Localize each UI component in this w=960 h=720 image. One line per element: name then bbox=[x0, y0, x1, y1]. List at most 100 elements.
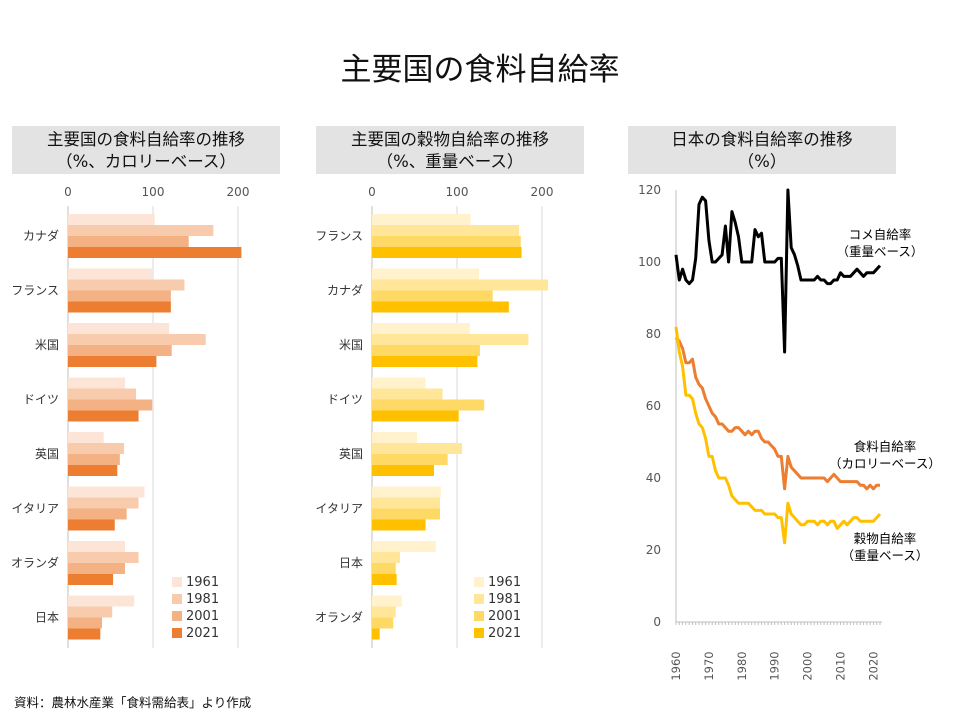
japan-y-tick-label: 20 bbox=[646, 543, 661, 557]
grain-legend-swatch bbox=[474, 611, 484, 621]
calorie-bar bbox=[68, 268, 153, 280]
calorie-bar bbox=[68, 399, 153, 411]
calorie-chart-title: 主要国の食料自給率の推移 （%、カロリーベース） bbox=[12, 126, 280, 174]
calorie-bar bbox=[68, 410, 139, 422]
calorie-bar bbox=[68, 563, 125, 574]
grain-bar bbox=[372, 345, 480, 356]
japan-series-label-sub: （重量ベース） bbox=[837, 244, 924, 259]
calorie-bar bbox=[68, 552, 139, 563]
calorie-bar bbox=[68, 541, 125, 552]
japan-series-label-sub: （重量ベース） bbox=[842, 548, 929, 563]
japan-series-line bbox=[674, 188, 882, 354]
calorie-bar bbox=[68, 486, 145, 498]
grain-tick-label: 200 bbox=[531, 185, 554, 199]
calorie-chart-title-line1: 主要国の食料自給率の推移 bbox=[47, 130, 245, 149]
grain-bar bbox=[372, 465, 435, 476]
grain-legend-label: 2021 bbox=[488, 626, 521, 641]
calorie-bar bbox=[68, 214, 155, 225]
grain-bar bbox=[372, 323, 470, 334]
calorie-legend-label: 1961 bbox=[186, 575, 219, 590]
calorie-bar bbox=[68, 595, 135, 607]
calorie-bar bbox=[68, 465, 118, 476]
grain-category-label: フランス bbox=[315, 229, 363, 243]
calorie-legend-swatch bbox=[172, 577, 182, 587]
grain-bar bbox=[372, 563, 396, 574]
grain-category-label: ドイツ bbox=[327, 393, 363, 407]
grain-bar bbox=[372, 301, 509, 313]
calorie-category-label: カナダ bbox=[23, 228, 59, 243]
calorie-legend-label: 2021 bbox=[186, 626, 219, 641]
grain-category-label: オランダ bbox=[315, 610, 363, 625]
grain-bar bbox=[372, 606, 396, 618]
japan-x-tick-label: 1970 bbox=[702, 651, 716, 680]
calorie-bar bbox=[68, 519, 115, 531]
grain-bar bbox=[372, 595, 402, 607]
grain-bar bbox=[372, 628, 380, 640]
grain-chart-title-line2: （%、重量ベース） bbox=[376, 152, 524, 171]
source-note: 資料：農林水産業「食料需給表」より作成 bbox=[14, 695, 252, 710]
calorie-bar bbox=[68, 443, 125, 454]
calorie-category-label: 米国 bbox=[35, 338, 59, 352]
calorie-bar bbox=[68, 356, 157, 367]
grain-legend-swatch bbox=[474, 628, 484, 638]
grain-bar bbox=[372, 574, 397, 585]
japan-series-label-sub: （カロリーベース） bbox=[829, 456, 941, 471]
grain-bar bbox=[372, 497, 440, 509]
calorie-bar bbox=[68, 508, 127, 520]
calorie-bar bbox=[68, 574, 114, 585]
grain-bar bbox=[372, 454, 448, 465]
grain-bar bbox=[372, 377, 426, 389]
japan-chart-title-line1: 日本の食料自給率の推移 bbox=[671, 130, 853, 149]
japan-series-label: 食料自給率 bbox=[854, 439, 917, 454]
calorie-bar bbox=[68, 225, 214, 236]
japan-x-tick-label: 2000 bbox=[801, 651, 815, 680]
calorie-bar bbox=[68, 454, 120, 465]
grain-bar bbox=[372, 290, 493, 302]
grain-bar bbox=[372, 268, 480, 280]
japan-x-tick-label: 2010 bbox=[834, 651, 848, 680]
japan-y-tick-label: 40 bbox=[646, 471, 661, 485]
calorie-bar bbox=[68, 377, 125, 389]
calorie-legend-swatch bbox=[172, 611, 182, 621]
grain-category-label: イタリア bbox=[315, 502, 363, 516]
japan-line-chart: 0 20 40 60 80 100 120 1960 1970 1980 1990 2000 2010 2… bbox=[638, 183, 941, 681]
calorie-bar bbox=[68, 617, 102, 629]
calorie-chart-title-line2: （%、カロリーベース） bbox=[56, 152, 236, 171]
japan-chart-title-line2: （%） bbox=[737, 152, 787, 171]
calorie-category-label: フランス bbox=[11, 284, 59, 298]
grain-bar bbox=[372, 432, 418, 443]
calorie-category-label: 英国 bbox=[35, 447, 59, 461]
grain-bar bbox=[372, 334, 529, 345]
japan-x-tick-label: 1960 bbox=[669, 651, 683, 680]
japan-chart-title: 日本の食料自給率の推移 （%） bbox=[628, 126, 896, 174]
grain-category-label: 英国 bbox=[339, 447, 363, 461]
calorie-bar bbox=[68, 236, 189, 247]
grain-bar bbox=[372, 236, 521, 247]
japan-x-tick-label: 2020 bbox=[866, 651, 880, 680]
calorie-tick-label: 100 bbox=[142, 185, 165, 199]
japan-y-tick-label: 100 bbox=[638, 255, 661, 269]
grain-bar bbox=[372, 279, 548, 291]
calorie-bar bbox=[68, 628, 101, 640]
page-title: 主要国の食料自給率 bbox=[340, 52, 620, 88]
grain-tick-label: 100 bbox=[446, 185, 469, 199]
grain-legend-label: 1981 bbox=[488, 592, 521, 607]
grain-legend-swatch bbox=[474, 594, 484, 604]
calorie-legend-label: 1981 bbox=[186, 592, 219, 607]
grain-bar bbox=[372, 519, 426, 531]
calorie-category-label: イタリア bbox=[11, 502, 59, 516]
grain-bar bbox=[372, 388, 443, 400]
calorie-category-label: オランダ bbox=[11, 555, 59, 570]
calorie-bar bbox=[68, 323, 170, 334]
japan-series-label: コメ自給率 bbox=[849, 227, 912, 242]
grain-bar bbox=[372, 356, 478, 367]
grain-bar bbox=[372, 399, 485, 411]
calorie-bar bbox=[68, 432, 104, 443]
calorie-bar bbox=[68, 606, 113, 618]
grain-category-label: 米国 bbox=[339, 338, 363, 352]
grain-legend-swatch bbox=[474, 577, 484, 587]
grain-bar bbox=[372, 225, 520, 236]
calorie-bar bbox=[68, 388, 136, 400]
